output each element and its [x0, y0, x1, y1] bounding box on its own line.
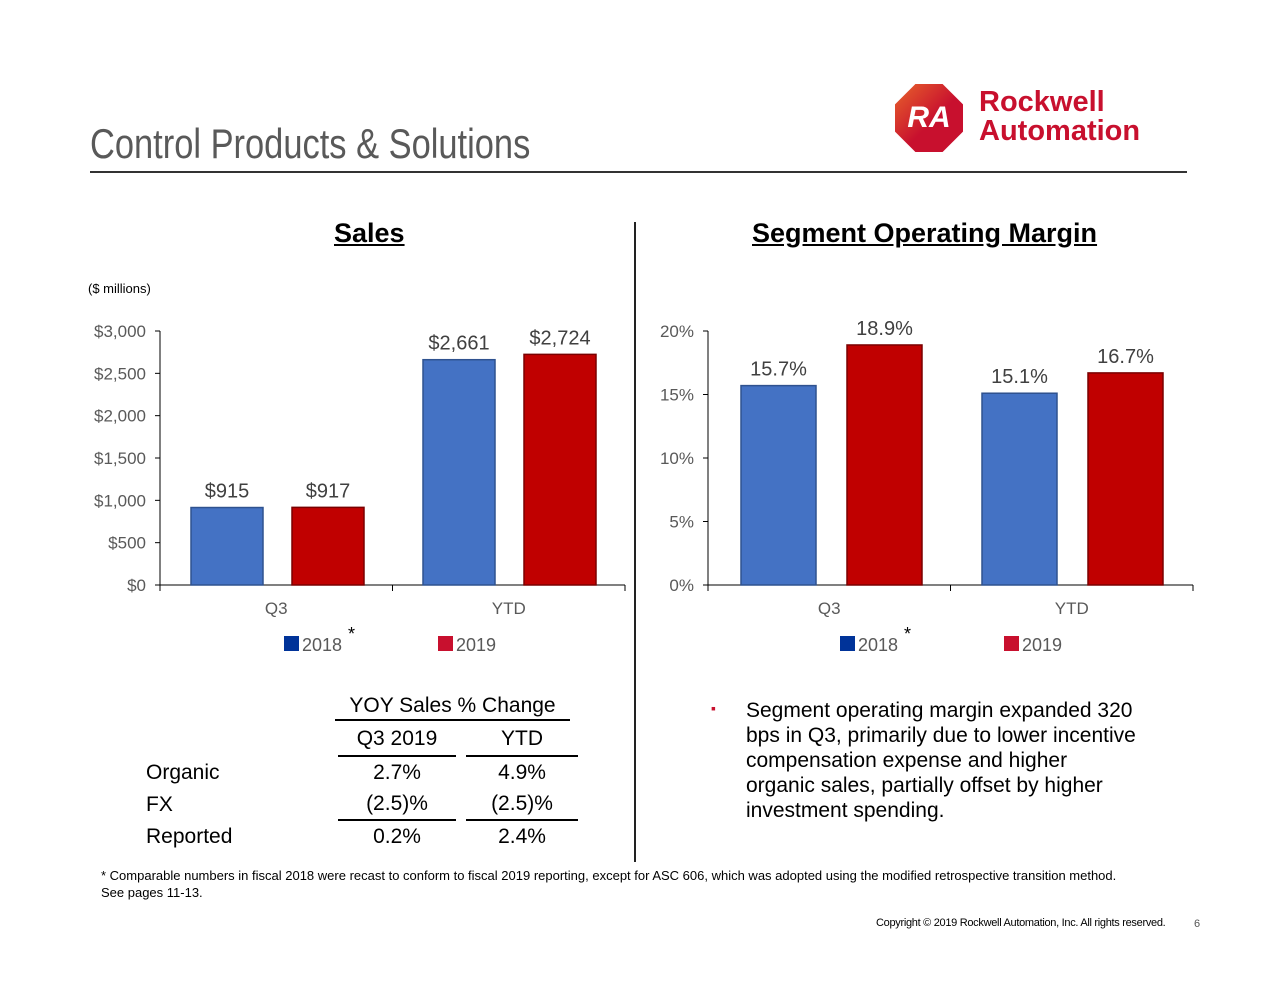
legend-label-2019: 2019 [1022, 635, 1062, 655]
y-tick-label: $2,500 [94, 364, 146, 383]
y-tick-label: 5% [669, 513, 694, 532]
x-tick-label: Q3 [818, 599, 841, 618]
bullet-icon: ▪ [711, 700, 716, 716]
y-tick-label: $1,500 [94, 449, 146, 468]
y-tick-label: $500 [108, 534, 146, 553]
page-number: 6 [1194, 918, 1201, 930]
y-tick-label: $0 [127, 576, 146, 595]
y-tick-label: 20% [660, 322, 694, 341]
legend-swatch-2019 [1004, 636, 1019, 651]
legend-swatch-2019 [438, 636, 453, 651]
data-label: 15.7% [750, 359, 807, 381]
x-tick-label: YTD [492, 599, 526, 618]
bar-2018-Q3 [740, 384, 817, 586]
data-label: $2,724 [529, 327, 590, 349]
legend-swatch-2018 [840, 636, 855, 651]
vertical-divider [634, 222, 636, 862]
cell: 4.9% [498, 761, 546, 784]
legend-asterisk: * [348, 624, 355, 644]
legend-label-2019: 2019 [456, 635, 496, 655]
margin-chart-title: Segment Operating Margin [752, 218, 1098, 248]
data-label: $917 [306, 480, 351, 502]
bar-2019-Q3 [291, 506, 365, 586]
bar-2019-YTD [1087, 372, 1164, 586]
y-tick-label: $2,000 [94, 407, 146, 426]
data-label: $915 [205, 481, 250, 503]
unit-note: ($ millions) [88, 281, 151, 296]
table-row: Reported 0.2% 2.4% [140, 820, 578, 853]
y-tick-label: $3,000 [94, 322, 146, 341]
table-header-row: Q3 2019 YTD [140, 723, 578, 757]
bar-2018-Q3 [190, 506, 264, 586]
y-tick-label: 0% [669, 576, 694, 595]
table-row: FX (2.5)% (2.5)% [140, 789, 578, 821]
data-label: $2,661 [428, 333, 489, 355]
cell: 2.7% [373, 761, 421, 784]
yoy-table-title: YOY Sales % Change [335, 694, 570, 721]
y-tick-label: 15% [660, 386, 694, 405]
data-label: 16.7% [1097, 346, 1154, 368]
logo: RA Rockwell Automation [895, 84, 1190, 154]
row-label: Organic [146, 760, 220, 784]
row-label: Reported [146, 824, 233, 848]
page-title: Control Products & Solutions [90, 120, 531, 167]
column-header: Q3 2019 [338, 723, 456, 757]
bar-2019-Q3 [846, 344, 923, 586]
cell: 0.2% [373, 825, 421, 848]
y-tick-label: $1,000 [94, 491, 146, 510]
logo-text: Rockwell Automation [979, 86, 1141, 147]
row-label: FX [146, 792, 173, 816]
bar-2018-YTD [981, 392, 1058, 586]
sales-chart-title: Sales [334, 218, 405, 248]
yoy-table: Q3 2019 YTD Organic 2.7% 4.9% FX (2.5)% (2.5… [140, 723, 578, 853]
table-row: Organic 2.7% 4.9% [140, 756, 578, 789]
data-label: 15.1% [991, 366, 1048, 388]
legend-label-2018: 2018 [302, 635, 342, 655]
x-tick-label: YTD [1055, 599, 1089, 618]
x-tick-label: Q3 [265, 599, 288, 618]
cell: (2.5)% [338, 789, 456, 821]
bar-2018-YTD [422, 358, 496, 586]
bar-2019-YTD [523, 353, 597, 586]
cell: 2.4% [498, 825, 546, 848]
copyright: Copyright © 2019 Rockwell Automation, In… [876, 917, 1166, 929]
cell: (2.5)% [466, 789, 578, 821]
legend-asterisk: * [904, 624, 911, 644]
y-tick-label: 10% [660, 449, 694, 468]
column-header: YTD [466, 723, 578, 757]
charts-svg: $0 $500 $1,000 $1,500 $2,000 $2,500 $3,000 Q3 YT… [94, 318, 1194, 655]
title-divider [90, 171, 1187, 173]
legend-swatch-2018 [284, 636, 299, 651]
legend-label-2018: 2018 [858, 635, 898, 655]
bullet-text: Segment operating margin expanded 320 bp… [746, 699, 1136, 822]
footnote: * Comparable numbers in fiscal 2018 were… [101, 868, 1117, 900]
data-label: 18.9% [856, 318, 913, 340]
logo-mark-icon: RA [895, 84, 963, 152]
